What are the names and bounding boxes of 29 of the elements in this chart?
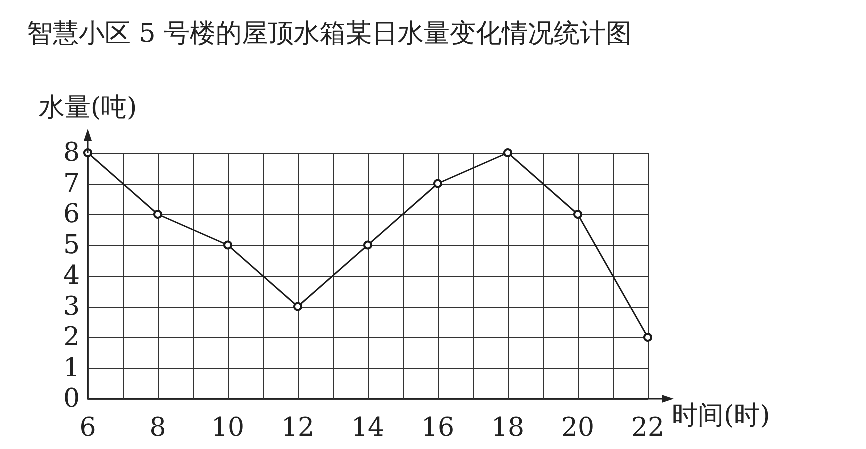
x-tick-label: 14 (351, 413, 385, 443)
point (504, 148, 512, 158)
point (364, 240, 372, 250)
y-tick-label: 8 (63, 138, 80, 168)
point (84, 148, 92, 158)
point (644, 333, 652, 342)
y-tick-label: 1 (63, 353, 80, 384)
point (154, 210, 162, 219)
x-tick-label: 18 (491, 413, 525, 443)
y-tick-label: 4 (63, 261, 80, 291)
x-tick-label: 8 (150, 413, 166, 443)
x-tick-label: 16 (421, 413, 455, 443)
x-tick-label: 20 (561, 413, 595, 443)
point (434, 179, 442, 188)
y-tick-label: 5 (63, 230, 80, 260)
x-axis-title: 时间(时) (672, 401, 770, 431)
y-tick-label: 6 (63, 200, 80, 230)
x-tick-label: 12 (281, 413, 315, 443)
point (294, 302, 302, 312)
y-tick-label: 2 (63, 322, 80, 352)
point (224, 240, 232, 250)
y-axis-title: 水量(吨) (38, 93, 138, 123)
chart-title: 智慧小区 5 号楼的屋顶水箱某日水量变化情况统计图 (27, 19, 632, 49)
x-tick-label: 10 (211, 413, 245, 443)
y-tick-label: 3 (63, 292, 80, 322)
point (574, 210, 582, 219)
y-tick-label: 0 (63, 384, 80, 414)
x-tick-label: 22 (631, 413, 665, 443)
y-tick-label: 7 (63, 168, 80, 199)
